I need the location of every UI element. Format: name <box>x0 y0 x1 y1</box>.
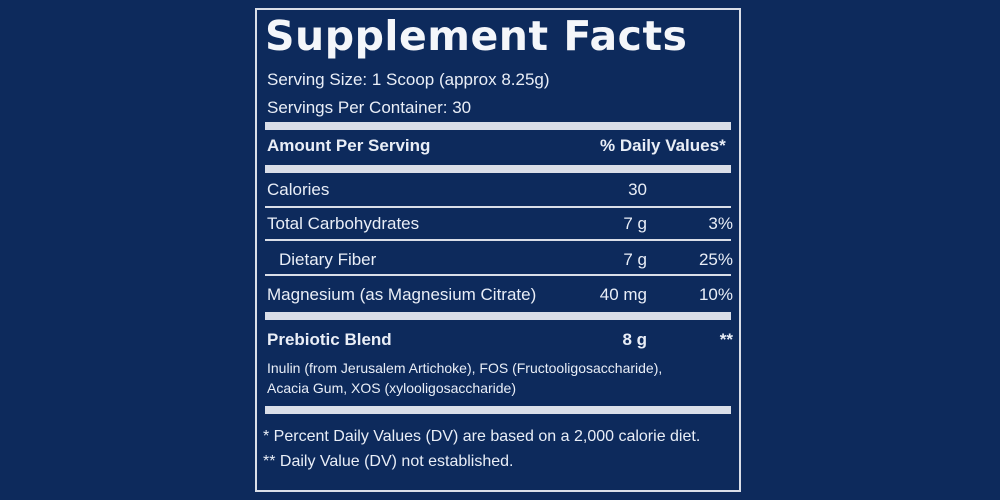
row-name: Total Carbohydrates <box>267 214 420 233</box>
row-dv: 10% <box>698 285 733 304</box>
row-amount: 7 g <box>623 250 647 269</box>
blend-amount: 8 g <box>622 330 647 349</box>
divider-thick <box>265 312 731 320</box>
row-name: Magnesium (as Magnesium Citrate) <box>267 285 537 304</box>
footnote-dv: * Percent Daily Values (DV) are based on… <box>263 428 701 445</box>
footnote-not-established: ** Daily Value (DV) not established. <box>263 453 514 470</box>
row-name: Dietary Fiber <box>279 250 377 269</box>
header-amount: Amount Per Serving <box>267 136 431 155</box>
header-daily-value: % Daily Values* <box>600 136 726 155</box>
panel-title: Supplement Facts <box>265 12 688 60</box>
row-divider <box>265 206 731 208</box>
servings-per-container: Servings Per Container: 30 <box>267 98 472 117</box>
row-divider <box>265 274 731 276</box>
blend-ingredients-line1: Inulin (from Jerusalem Artichoke), FOS (… <box>267 360 663 376</box>
row-amount: 40 mg <box>599 285 647 304</box>
row-divider <box>265 239 731 241</box>
row-dv: 3% <box>708 214 733 233</box>
serving-size: Serving Size: 1 Scoop (approx 8.25g) <box>267 70 550 89</box>
blend-dv: ** <box>719 330 733 349</box>
row-amount: 30 <box>628 180 647 199</box>
divider-thick <box>265 406 731 414</box>
blend-name: Prebiotic Blend <box>267 330 392 349</box>
row-amount: 7 g <box>623 214 647 233</box>
row-dv: 25% <box>698 250 733 269</box>
row-name: Calories <box>267 180 330 199</box>
divider-thick <box>265 165 731 173</box>
supplement-facts-panel: Supplement Facts Serving Size: 1 Scoop (… <box>255 8 741 492</box>
blend-ingredients-line2: Acacia Gum, XOS (xylooligosaccharide) <box>267 380 516 396</box>
divider-thick <box>265 122 731 130</box>
